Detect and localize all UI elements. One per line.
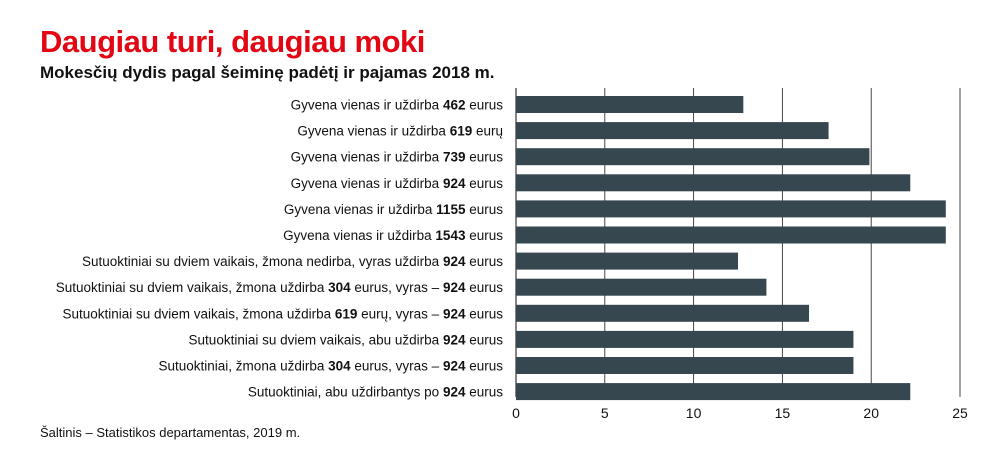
chart-title: Daugiau turi, daugiau moki — [40, 24, 425, 59]
x-axis-ticks: 0 5 10 15 20 25 — [512, 405, 968, 421]
bar — [516, 304, 810, 322]
bar — [516, 383, 911, 401]
bar — [516, 122, 829, 140]
category-label: Sutuoktiniai su dviem vaikais, žmona ned… — [82, 254, 503, 269]
category-label: Gyvena vienas ir uždirba 739 eurus — [291, 150, 504, 165]
bar — [516, 200, 946, 218]
category-label: Sutuoktiniai su dviem vaikais, žmona užd… — [62, 306, 503, 321]
category-label: Gyvena vienas ir uždirba 1155 eurus — [284, 202, 503, 217]
bar — [516, 330, 854, 348]
bar — [516, 357, 854, 374]
x-tick-label: 15 — [775, 405, 791, 421]
bar — [516, 226, 946, 244]
x-tick-label: 20 — [863, 405, 879, 421]
bar — [516, 278, 767, 296]
category-label: Sutuoktiniai su dviem vaikais, žmona užd… — [56, 280, 504, 295]
bar — [516, 148, 870, 166]
category-label: Sutuoktiniai, abu uždirbantys po 924 eur… — [248, 385, 503, 400]
x-tick-label: 5 — [601, 405, 609, 421]
bar — [516, 174, 911, 192]
bar — [516, 96, 744, 113]
bars — [516, 96, 946, 401]
x-tick-label: 25 — [952, 405, 968, 421]
category-label: Gyvena vienas ir uždirba 1543 eurus — [283, 228, 503, 243]
category-label: Sutuoktiniai, žmona uždirba 304 eurus, v… — [159, 359, 504, 374]
category-label: Gyvena vienas ir uždirba 619 eurų — [297, 124, 503, 139]
x-tick-label: 10 — [686, 405, 702, 421]
x-tick-label: 0 — [512, 405, 520, 421]
chart-subtitle: Mokesčių dydis pagal šeiminę padėtį ir p… — [40, 63, 495, 82]
category-labels: Gyvena vienas ir uždirba 462 eurus Gyvena… — [56, 98, 504, 400]
bar — [516, 252, 738, 270]
category-label: Sutuoktiniai su dviem vaikais, abu uždir… — [189, 332, 504, 347]
source-note: Šaltinis – Statistikos departamentas, 20… — [40, 425, 301, 440]
category-label: Gyvena vienas ir uždirba 924 eurus — [291, 176, 504, 191]
category-label: Gyvena vienas ir uždirba 462 eurus — [291, 98, 504, 113]
